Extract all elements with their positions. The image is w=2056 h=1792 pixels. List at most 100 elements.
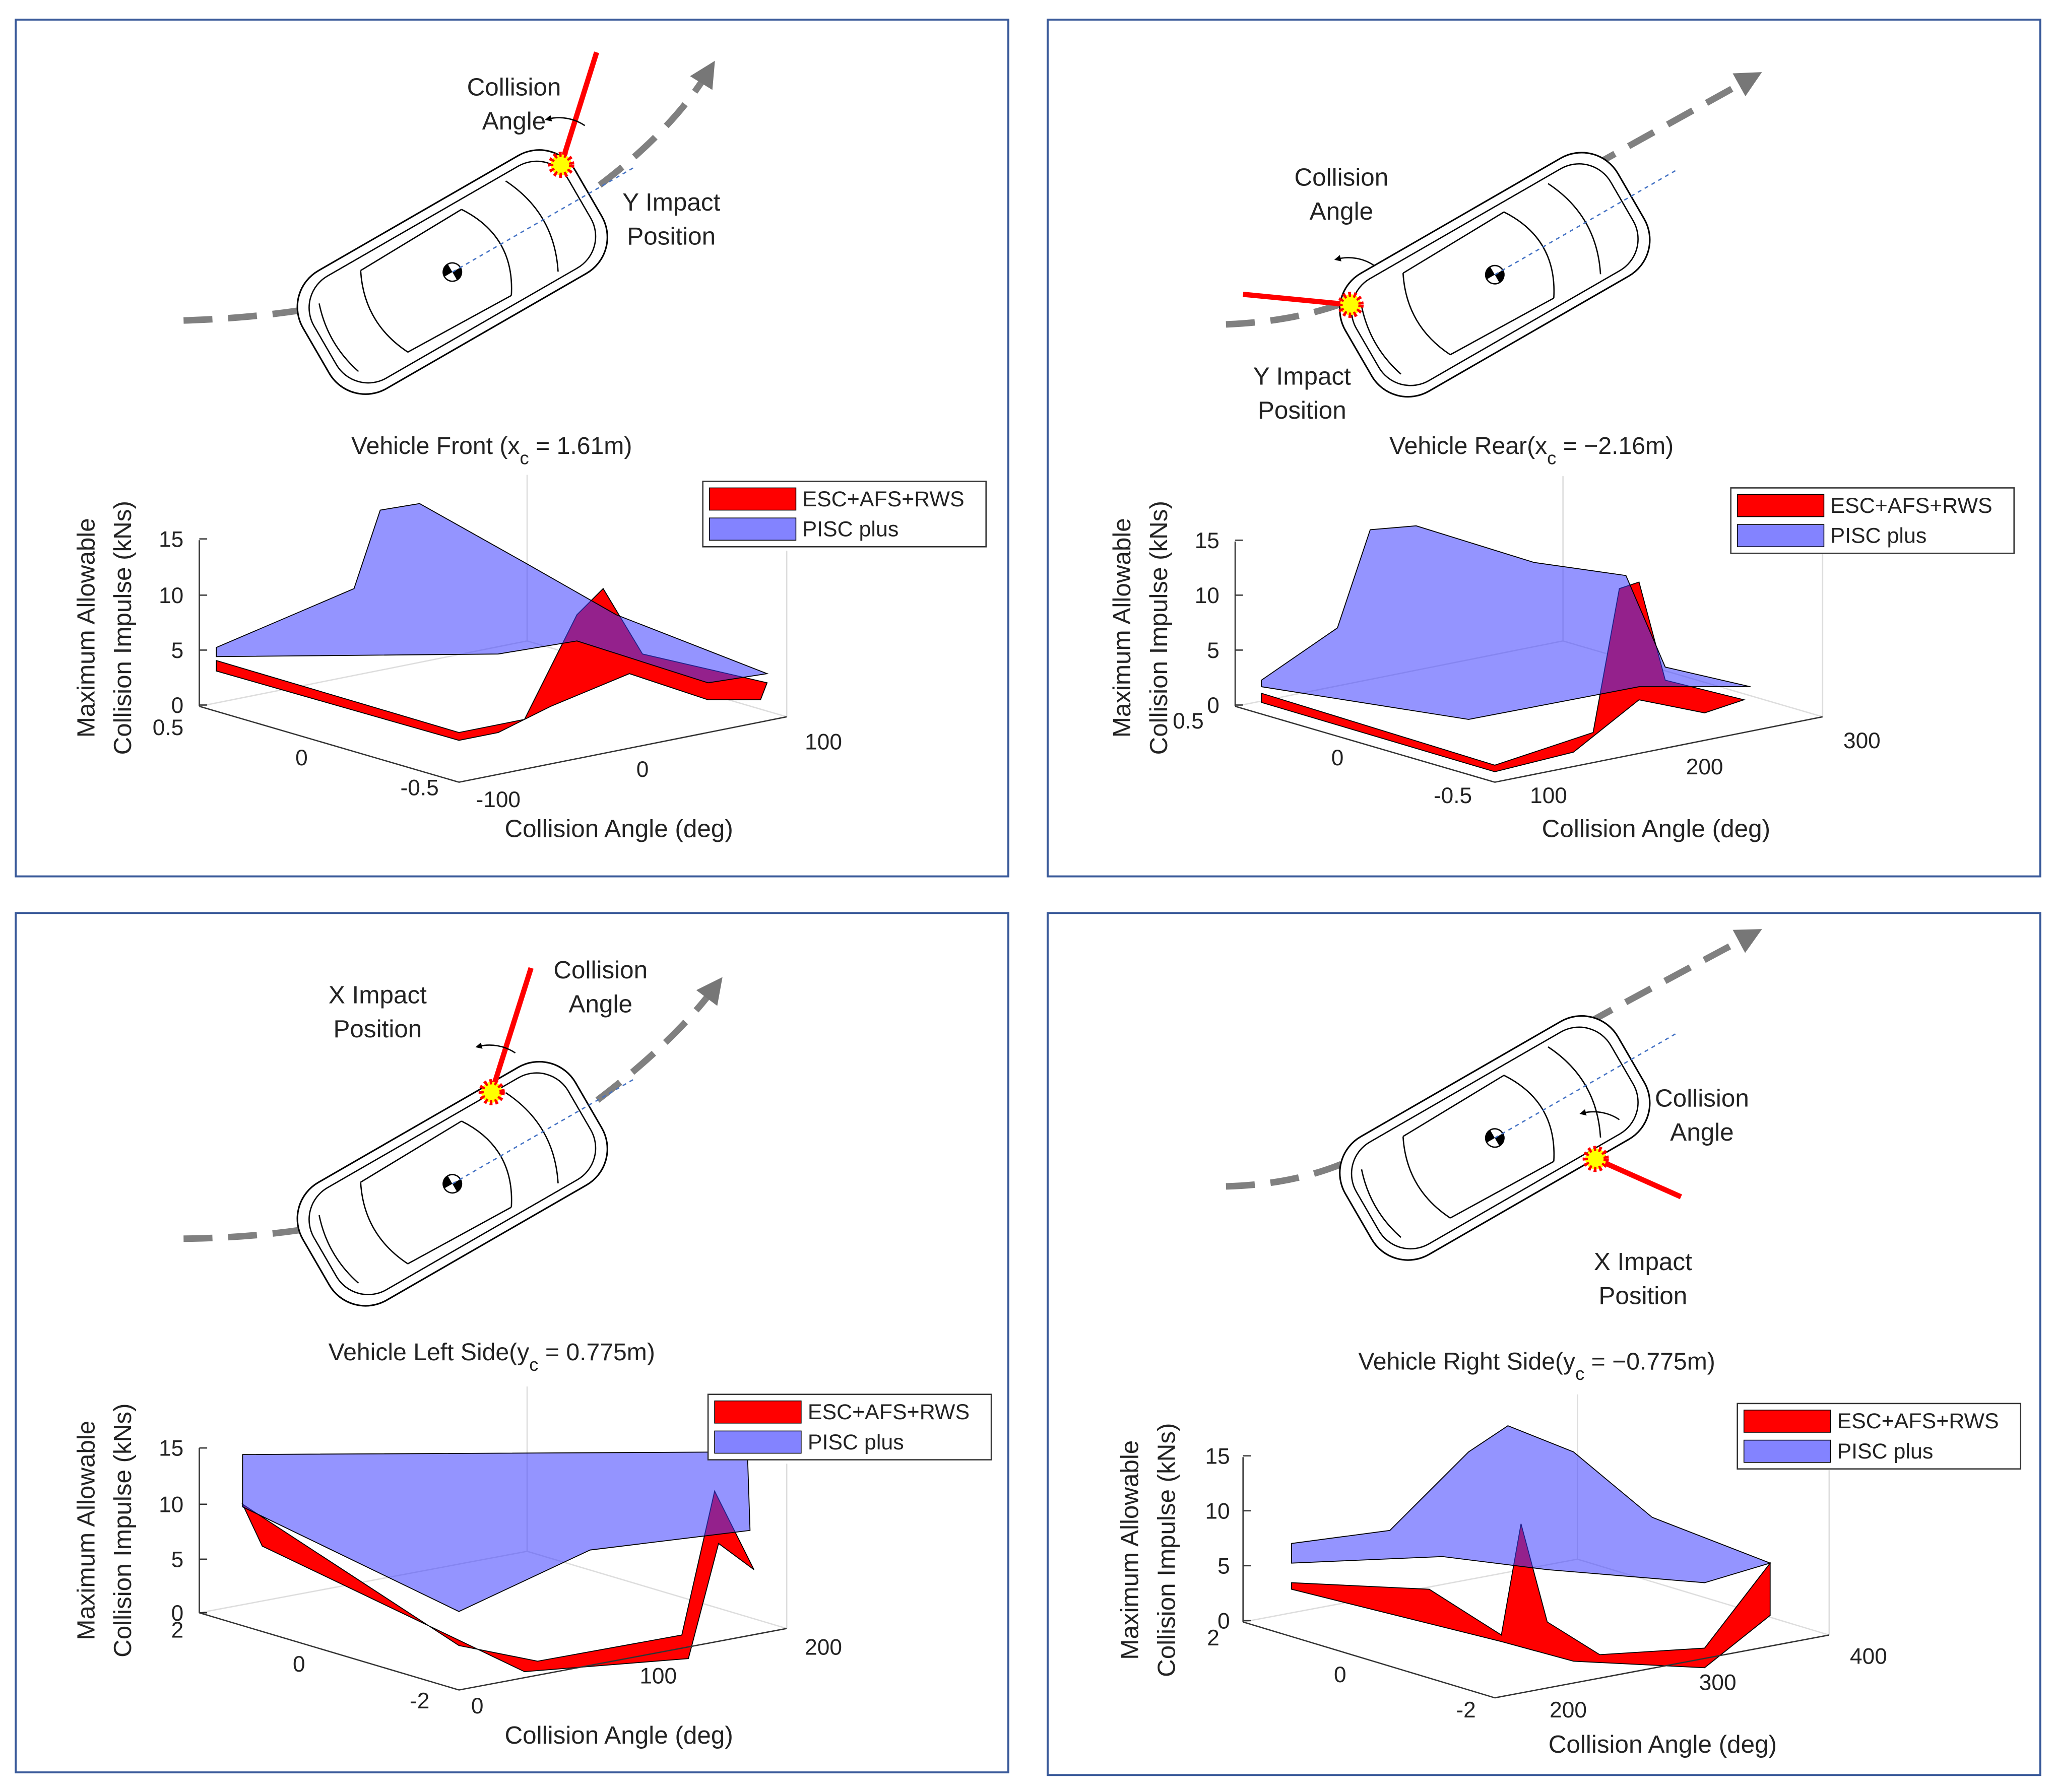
x-tick-label: -100	[476, 787, 521, 812]
y-tick-label: 0	[295, 746, 308, 770]
annotation: X Impact	[1594, 1248, 1692, 1276]
x-axis-label: Collision Angle (deg)	[504, 1721, 733, 1749]
z-tick-label: 0	[171, 693, 184, 718]
title-text: Vehicle Front (x	[351, 432, 520, 459]
y-tick-label: 2	[1207, 1626, 1219, 1650]
car	[296, 1060, 634, 1307]
axis-guide	[452, 167, 634, 273]
legend-swatch	[709, 487, 797, 511]
z-tick-label: 15	[1205, 1444, 1230, 1469]
x-tick-label: 200	[805, 1635, 842, 1660]
annotation: Y Impact	[1253, 362, 1351, 390]
car-body	[1351, 163, 1639, 386]
z-tick-label: 10	[159, 1492, 183, 1517]
annotation: Collision	[1294, 164, 1388, 191]
title-text: = −2.16m)	[1556, 432, 1674, 459]
y-tick-label: 0	[1331, 746, 1344, 770]
legend-swatch	[714, 1400, 802, 1424]
angle-arc	[545, 115, 586, 126]
z-axis-label: Collision Impulse (kNs)	[1145, 501, 1173, 755]
annotation: Position	[1598, 1282, 1687, 1310]
impact-burst	[548, 152, 574, 178]
annotation: Y Impact	[622, 188, 720, 216]
car	[296, 149, 634, 395]
x-tick-label: 100	[639, 1664, 677, 1689]
surface-esc	[216, 587, 768, 741]
x-axis	[459, 1628, 787, 1691]
z-tick-label: 15	[1195, 528, 1219, 553]
x-tick-label: 400	[1850, 1644, 1887, 1669]
x-axis	[459, 716, 787, 783]
y-axis	[1235, 705, 1495, 783]
z-tick-label: 0	[1217, 1609, 1230, 1633]
chart-title: Vehicle Rear(xc = −2.16m)	[1389, 432, 1674, 469]
surface-esc	[1291, 1523, 1771, 1669]
annotation: Collision	[1655, 1085, 1749, 1112]
annotation: Position	[627, 223, 716, 250]
y-tick-label: 0.5	[153, 715, 183, 740]
surface-pisc	[216, 503, 769, 684]
roof	[318, 180, 559, 372]
z-axis-label: Maximum Allowable	[72, 518, 100, 738]
legend-label: ESC+AFS+RWS	[802, 487, 964, 511]
legend-swatch	[1737, 494, 1825, 517]
legend-swatch	[1743, 1410, 1831, 1433]
annotation: Angle	[1670, 1118, 1733, 1146]
chart-title: Vehicle Front (xc = 1.61m)	[351, 432, 632, 469]
x-tick-label: 0	[636, 757, 649, 782]
axis-guide	[1494, 1032, 1677, 1139]
axis-guide	[1494, 169, 1677, 276]
impact-burst	[478, 1079, 505, 1105]
legend-swatch	[1743, 1439, 1831, 1463]
panel: Collision Angle X Impact Position Vehicle Ri…	[1047, 912, 2041, 1776]
x-axis-label: Collision Angle (deg)	[1549, 1731, 1777, 1758]
car-body	[308, 160, 597, 384]
surface-pisc	[1291, 1425, 1772, 1583]
z-tick-label: 15	[159, 1436, 183, 1461]
x-tick-label: 0	[471, 1694, 484, 1718]
z-tick-label: 5	[171, 1547, 184, 1572]
y-tick-label: 2	[171, 1618, 184, 1643]
title-text: Vehicle Rear(x	[1389, 432, 1547, 459]
surface-esc	[241, 1490, 754, 1673]
cg-fill	[443, 264, 462, 280]
x-axis-label: Collision Angle (deg)	[504, 815, 733, 843]
z-tick-label: 0	[1207, 693, 1219, 718]
y-axis	[199, 1612, 460, 1691]
impact-arrow	[1588, 1155, 1682, 1200]
legend-label: PISC plus	[1837, 1439, 1933, 1464]
y-tick-label: -0.5	[401, 776, 439, 801]
legend-label: PISC plus	[1830, 524, 1926, 548]
z-tick-label: 10	[1195, 583, 1219, 608]
y-axis	[199, 705, 460, 783]
z-axis-label: Maximum Allowable	[1116, 1440, 1144, 1660]
title-text: Vehicle Right Side(y	[1358, 1348, 1575, 1375]
back-edge	[527, 1551, 787, 1629]
angle-arc	[475, 1042, 516, 1054]
y-tick-label: -2	[1456, 1698, 1475, 1722]
legend-label: PISC plus	[802, 517, 898, 542]
x-tick-label: 300	[1843, 728, 1881, 753]
roof	[318, 1092, 559, 1284]
title-subscript: c	[520, 448, 529, 469]
legend-swatch	[709, 517, 797, 541]
angle-arc	[1579, 1109, 1620, 1120]
impact-arrow	[486, 967, 534, 1100]
title-subscript: c	[1547, 448, 1556, 469]
panel: Collision Angle X Impact Position Vehicle Le…	[15, 912, 1009, 1774]
impact-arrow	[1243, 292, 1359, 312]
impact-burst	[1582, 1146, 1609, 1172]
car-body	[308, 1072, 597, 1295]
chart-title: Vehicle Right Side(yc = −0.775m)	[1358, 1348, 1715, 1384]
legend-label: ESC+AFS+RWS	[1837, 1409, 1999, 1433]
panel-border	[1047, 18, 2041, 878]
car-body	[1351, 1026, 1639, 1250]
x-tick-label: 300	[1699, 1671, 1737, 1695]
title-subscript: c	[1575, 1363, 1584, 1384]
z-tick-label: 5	[171, 638, 184, 663]
x-tick-label: 100	[805, 730, 842, 755]
annotation: Position	[1258, 396, 1346, 424]
annotation: Collision	[553, 956, 648, 984]
annotation: Angle	[569, 990, 632, 1018]
